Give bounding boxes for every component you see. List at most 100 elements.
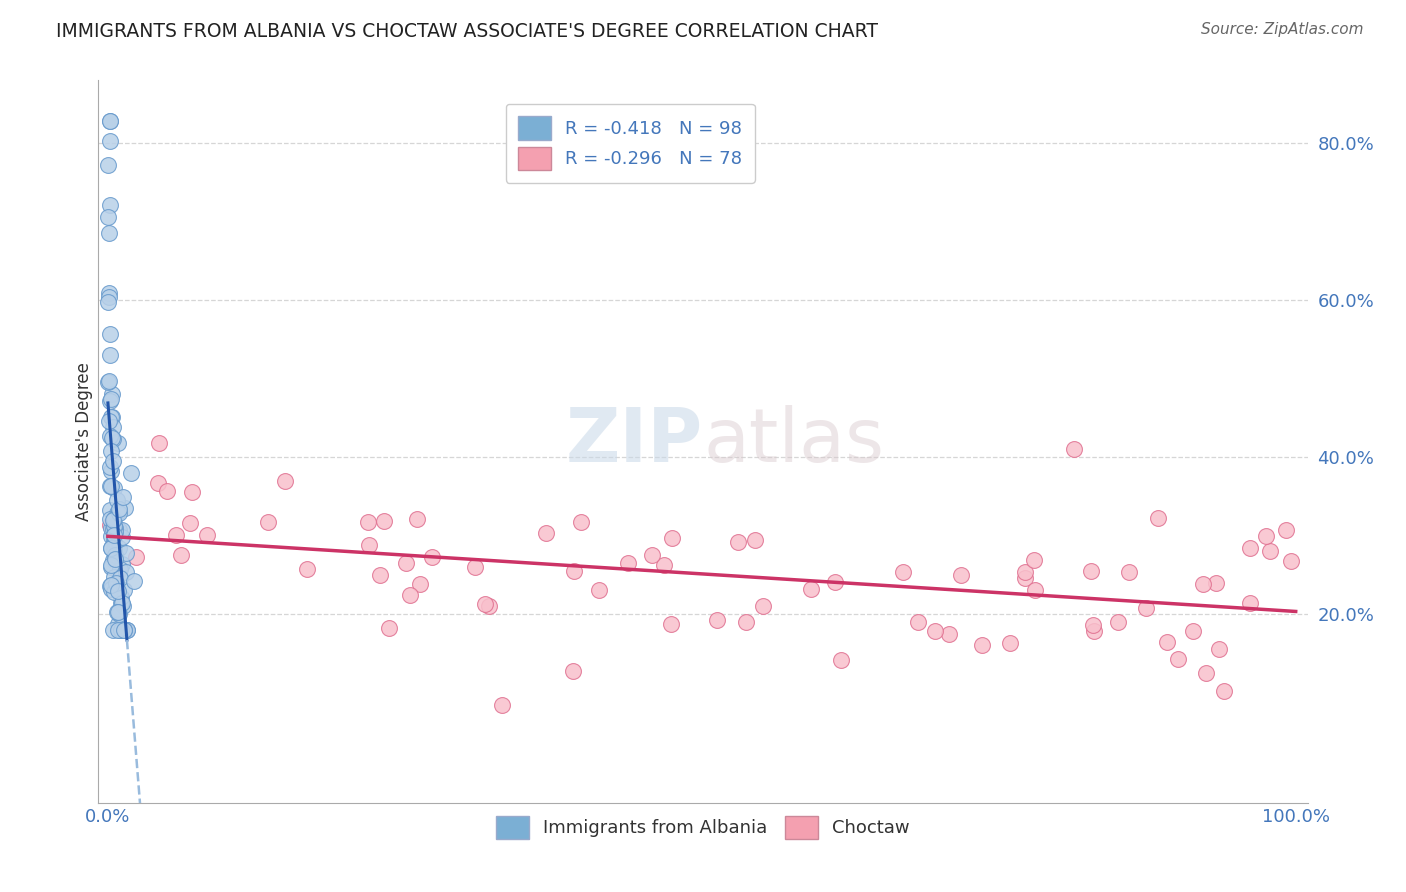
- Point: [972, 639, 994, 653]
- Point: [1118, 565, 1140, 579]
- Point: [165, 528, 187, 542]
- Point: [100, 560, 122, 574]
- Point: [373, 514, 395, 528]
- Point: [406, 512, 429, 526]
- Point: [103, 528, 125, 542]
- Point: [98, 374, 121, 388]
- Point: [395, 556, 418, 570]
- Point: [100, 431, 122, 445]
- Point: [98, 113, 121, 128]
- Point: [111, 523, 134, 537]
- Point: [98, 460, 121, 475]
- Point: [114, 623, 136, 637]
- Point: [105, 605, 128, 619]
- Point: [98, 502, 121, 516]
- Point: [103, 529, 125, 543]
- Point: [108, 571, 131, 585]
- Text: IMMIGRANTS FROM ALBANIA VS CHOCTAW ASSOCIATE'S DEGREE CORRELATION CHART: IMMIGRANTS FROM ALBANIA VS CHOCTAW ASSOC…: [56, 22, 879, 41]
- Point: [464, 560, 486, 574]
- Point: [103, 432, 125, 446]
- Point: [97, 227, 120, 241]
- Point: [110, 596, 132, 610]
- Point: [125, 549, 148, 564]
- Point: [97, 210, 120, 224]
- Point: [907, 615, 929, 629]
- Point: [107, 583, 129, 598]
- Point: [491, 698, 513, 712]
- Point: [100, 529, 122, 543]
- Point: [97, 376, 120, 390]
- Point: [100, 479, 122, 493]
- Point: [103, 541, 125, 556]
- Point: [1208, 641, 1230, 656]
- Point: [1213, 683, 1236, 698]
- Point: [101, 419, 124, 434]
- Point: [108, 562, 131, 576]
- Point: [1147, 510, 1170, 524]
- Point: [110, 623, 132, 637]
- Point: [100, 444, 122, 458]
- Point: [112, 583, 135, 598]
- Point: [1083, 624, 1105, 639]
- Point: [156, 483, 179, 498]
- Point: [1081, 617, 1104, 632]
- Point: [111, 557, 134, 571]
- Point: [257, 515, 280, 529]
- Point: [108, 607, 131, 622]
- Point: [98, 134, 121, 148]
- Point: [104, 552, 127, 566]
- Point: [924, 624, 946, 639]
- Point: [122, 574, 145, 588]
- Point: [108, 502, 131, 516]
- Point: [103, 482, 125, 496]
- Point: [357, 515, 380, 529]
- Point: [100, 558, 122, 572]
- Point: [98, 326, 121, 341]
- Point: [100, 392, 122, 406]
- Point: [1275, 523, 1298, 537]
- Point: [98, 429, 121, 443]
- Point: [659, 616, 682, 631]
- Point: [112, 623, 135, 637]
- Point: [569, 515, 592, 529]
- Point: [938, 627, 960, 641]
- Point: [564, 564, 586, 578]
- Point: [103, 623, 125, 637]
- Point: [97, 295, 120, 310]
- Point: [1167, 652, 1189, 666]
- Point: [98, 518, 121, 533]
- Point: [108, 506, 131, 520]
- Point: [420, 549, 443, 564]
- Point: [120, 466, 142, 480]
- Point: [101, 410, 124, 425]
- Point: [101, 522, 124, 536]
- Point: [1014, 571, 1036, 585]
- Point: [179, 516, 201, 530]
- Point: [98, 286, 121, 301]
- Point: [98, 348, 121, 362]
- Point: [295, 562, 318, 576]
- Point: [114, 623, 136, 637]
- Point: [103, 584, 125, 599]
- Point: [112, 623, 135, 637]
- Point: [706, 613, 728, 627]
- Point: [103, 519, 125, 533]
- Point: [98, 579, 121, 593]
- Point: [378, 621, 401, 635]
- Point: [98, 479, 121, 493]
- Point: [117, 623, 139, 637]
- Text: Source: ZipAtlas.com: Source: ZipAtlas.com: [1201, 22, 1364, 37]
- Point: [1024, 583, 1046, 598]
- Point: [617, 556, 640, 570]
- Point: [98, 197, 121, 211]
- Point: [107, 616, 129, 631]
- Point: [115, 623, 138, 637]
- Point: [641, 548, 664, 562]
- Point: [949, 568, 972, 582]
- Point: [111, 530, 134, 544]
- Point: [1063, 442, 1085, 457]
- Point: [1024, 552, 1046, 566]
- Point: [357, 538, 380, 552]
- Point: [107, 605, 129, 619]
- Point: [108, 541, 131, 556]
